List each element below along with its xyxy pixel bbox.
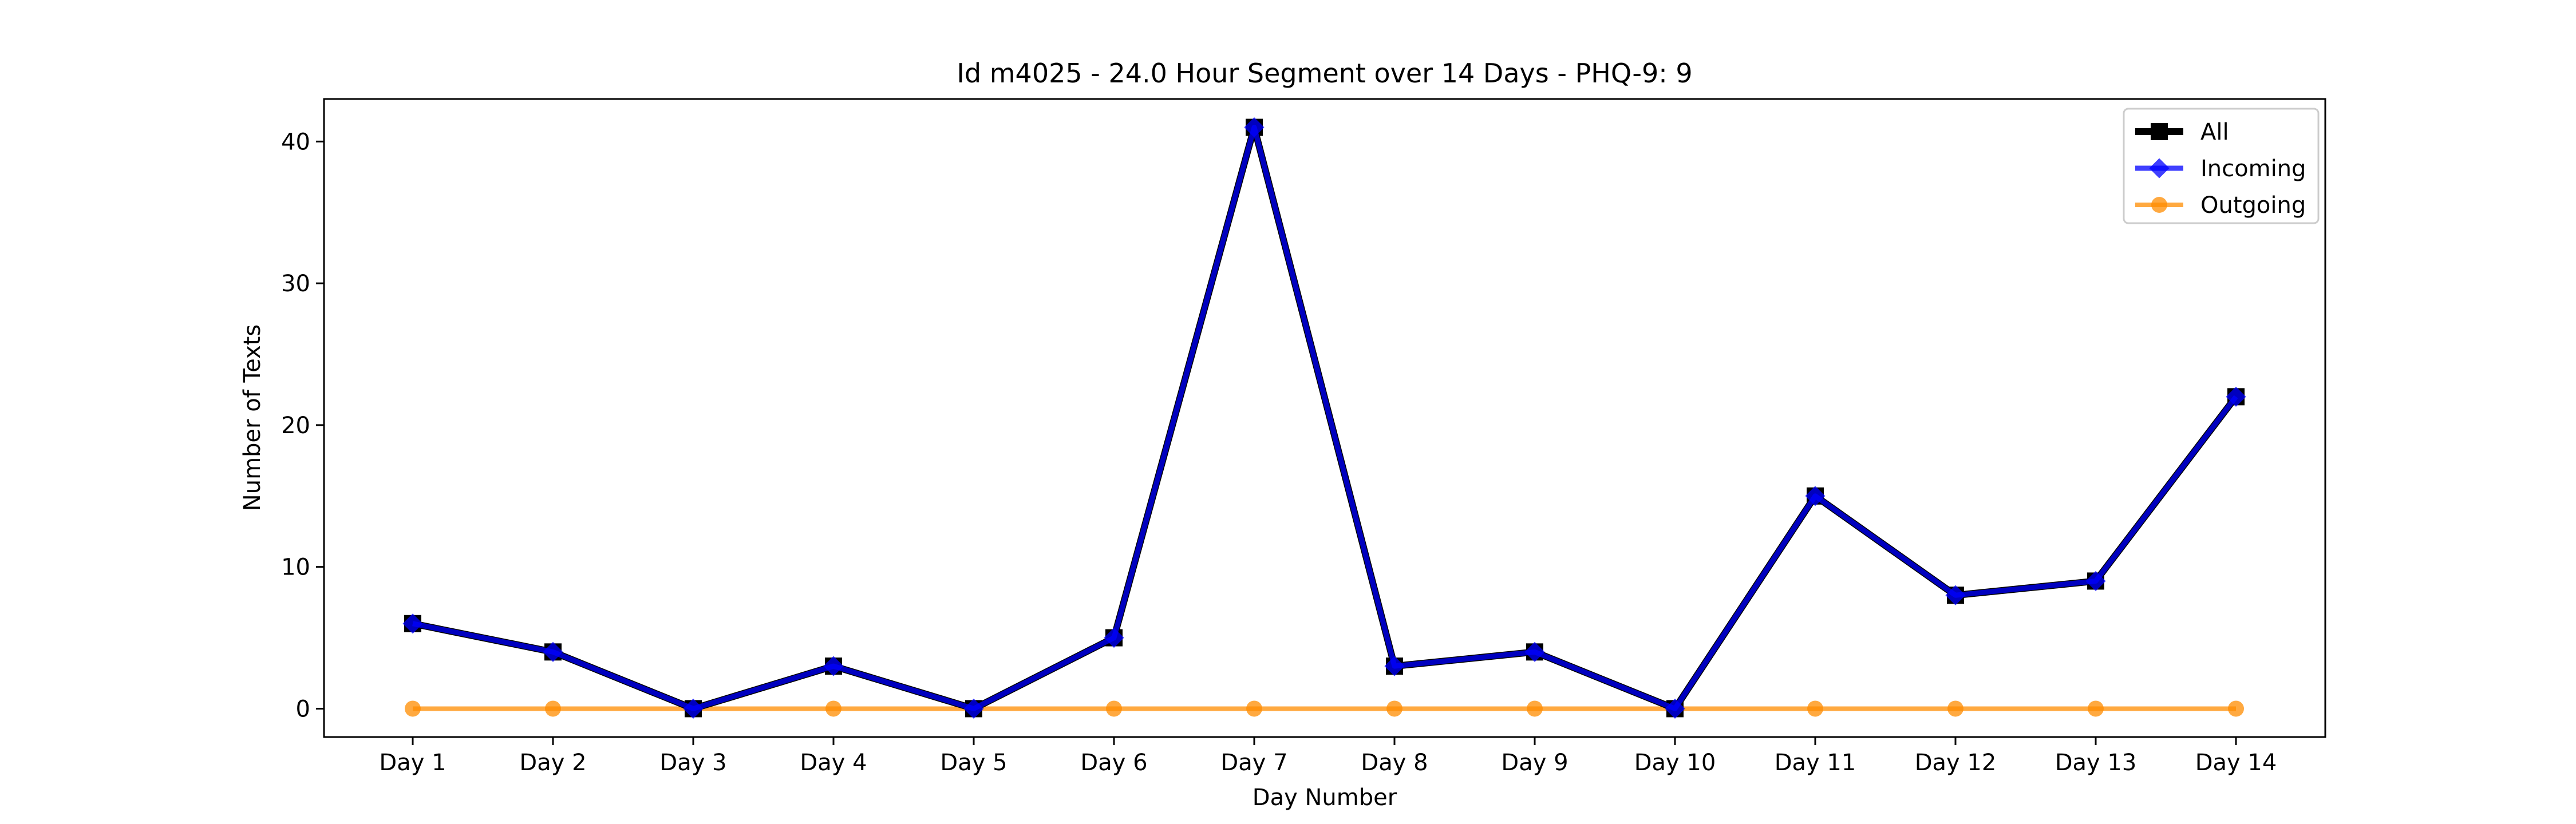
x-tick-label: Day 12 (1915, 750, 1997, 776)
x-tick-label: Day 1 (379, 750, 446, 776)
data-point-outgoing (1807, 700, 1823, 717)
x-tick-label: Day 3 (659, 750, 726, 776)
legend-swatch-marker (2151, 197, 2167, 213)
x-tick-label: Day 5 (940, 750, 1007, 776)
y-tick-label: 10 (281, 554, 310, 581)
data-point-outgoing (2228, 700, 2244, 717)
data-point-incoming (2226, 386, 2246, 407)
x-tick-label: Day 13 (2055, 750, 2137, 776)
x-axis-ticks: Day 1 Day 2 Day 3 Day 4 Day 5 Day 6 Day 7 Day 8… (379, 737, 2277, 776)
legend-label: Outgoing (2200, 192, 2306, 219)
legend-label: Incoming (2200, 156, 2306, 182)
data-point-outgoing (545, 700, 561, 717)
data-point-incoming (823, 656, 844, 676)
legend: All Incoming Outgoing (2123, 108, 2320, 224)
x-tick-label: Day 4 (800, 750, 867, 776)
data-point-incoming (1805, 486, 1826, 506)
data-point-incoming (1945, 585, 1966, 605)
y-tick-label: 40 (281, 129, 310, 155)
data-point-incoming (1665, 698, 1685, 719)
y-axis-label: Number of Texts (239, 324, 266, 511)
data-point-outgoing (1527, 700, 1543, 717)
legend-box (2123, 108, 2320, 224)
data-point-incoming (1104, 628, 1124, 648)
data-point-outgoing (1246, 700, 1262, 717)
x-axis-label: Day Number (1253, 785, 1397, 811)
data-point-outgoing (405, 700, 421, 717)
series-layer (402, 117, 2246, 719)
legend-swatch-marker (2151, 123, 2168, 140)
legend-label: All (2200, 119, 2229, 145)
y-tick-label: 0 (296, 696, 310, 722)
x-tick-label: Day 2 (519, 750, 586, 776)
data-point-incoming (683, 698, 704, 719)
x-tick-label: Day 8 (1361, 750, 1428, 776)
x-tick-label: Day 9 (1501, 750, 1568, 776)
data-point-outgoing (2088, 700, 2104, 717)
series-incoming (402, 117, 2246, 719)
data-point-incoming (963, 698, 984, 719)
y-tick-label: 30 (281, 271, 310, 297)
x-tick-label: Day 6 (1080, 750, 1147, 776)
data-point-incoming (1524, 641, 1545, 662)
legend-swatch-marker (2149, 158, 2170, 179)
data-point-outgoing (1106, 700, 1122, 717)
data-point-outgoing (1386, 700, 1402, 717)
chart-title: Id m4025 - 24.0 Hour Segment over 14 Day… (957, 58, 1692, 89)
data-point-incoming (2085, 571, 2106, 591)
x-tick-label: Day 11 (1775, 750, 1856, 776)
x-tick-label: Day 7 (1220, 750, 1287, 776)
data-point-incoming (402, 613, 423, 634)
x-tick-label: Day 10 (1634, 750, 1716, 776)
data-point-incoming (1384, 656, 1405, 676)
plot-frame (323, 98, 2326, 738)
data-point-outgoing (1947, 700, 1963, 717)
data-point-outgoing (825, 700, 841, 717)
x-tick-label: Day 14 (2195, 750, 2277, 776)
data-point-incoming (543, 641, 563, 662)
series-line-incoming (412, 125, 2238, 711)
data-point-incoming (1244, 117, 1265, 138)
y-tick-label: 20 (281, 413, 310, 439)
y-axis-ticks: 0 10 20 30 40 (281, 129, 324, 722)
